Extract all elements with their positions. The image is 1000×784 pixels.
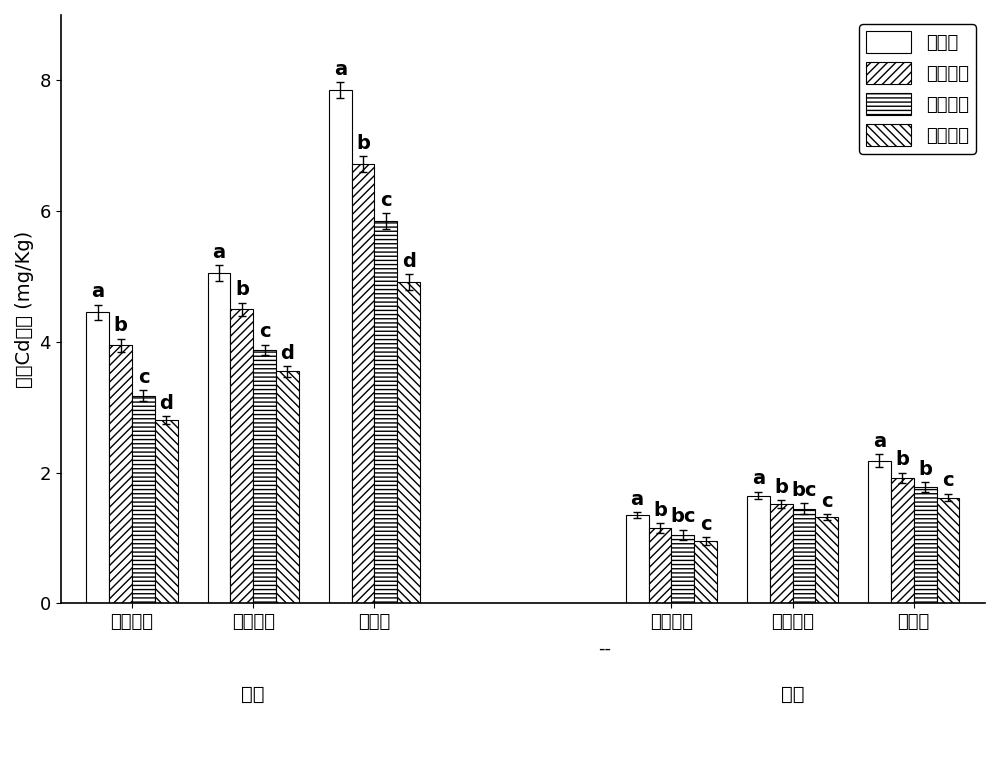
Text: 济源: 济源 — [241, 685, 265, 704]
Bar — [937, 498, 959, 604]
Text: c: c — [259, 322, 270, 341]
Bar — [155, 420, 178, 604]
Text: a: a — [91, 282, 104, 301]
Text: a: a — [752, 470, 765, 488]
Text: d: d — [402, 252, 416, 270]
Bar — [747, 495, 770, 604]
Text: a: a — [334, 60, 347, 79]
Text: c: c — [821, 492, 833, 510]
Bar — [626, 515, 649, 604]
Bar — [352, 164, 374, 604]
Text: c: c — [138, 368, 149, 387]
Bar — [397, 281, 420, 604]
Text: c: c — [700, 515, 711, 534]
Text: a: a — [873, 432, 886, 451]
Bar — [671, 535, 694, 604]
Text: b: b — [895, 450, 909, 470]
Text: c: c — [942, 471, 954, 490]
Bar — [914, 487, 937, 604]
Text: b: b — [235, 281, 249, 299]
Text: b: b — [918, 459, 932, 478]
Bar — [649, 528, 671, 604]
Text: bc: bc — [791, 481, 817, 500]
Legend: 对照组, 喷施一次, 喷施两次, 喷施三次: 对照组, 喷施一次, 喷施两次, 喷施三次 — [859, 24, 976, 154]
Text: d: d — [159, 394, 173, 413]
Bar — [891, 478, 914, 604]
Bar — [694, 541, 717, 604]
Text: a: a — [212, 243, 226, 262]
Bar — [793, 509, 815, 604]
Text: b: b — [114, 317, 128, 336]
Y-axis label: 叶片Cd含量 (mg/Kg): 叶片Cd含量 (mg/Kg) — [15, 230, 34, 388]
Text: b: b — [653, 501, 667, 520]
Text: c: c — [380, 191, 392, 210]
Text: d: d — [281, 344, 294, 363]
Bar — [86, 313, 109, 604]
Bar — [109, 345, 132, 604]
Bar — [132, 395, 155, 604]
Text: bc: bc — [670, 507, 695, 526]
Bar — [770, 504, 793, 604]
Text: b: b — [774, 478, 788, 497]
Bar — [208, 274, 230, 604]
Bar — [815, 517, 838, 604]
Text: b: b — [356, 134, 370, 153]
Bar — [374, 221, 397, 604]
Bar — [329, 90, 352, 604]
Text: --: -- — [598, 640, 611, 658]
Bar — [253, 350, 276, 604]
Bar — [230, 309, 253, 604]
Text: a: a — [631, 490, 644, 509]
Bar — [276, 372, 299, 604]
Bar — [868, 461, 891, 604]
Text: 郑州: 郑州 — [781, 685, 804, 704]
